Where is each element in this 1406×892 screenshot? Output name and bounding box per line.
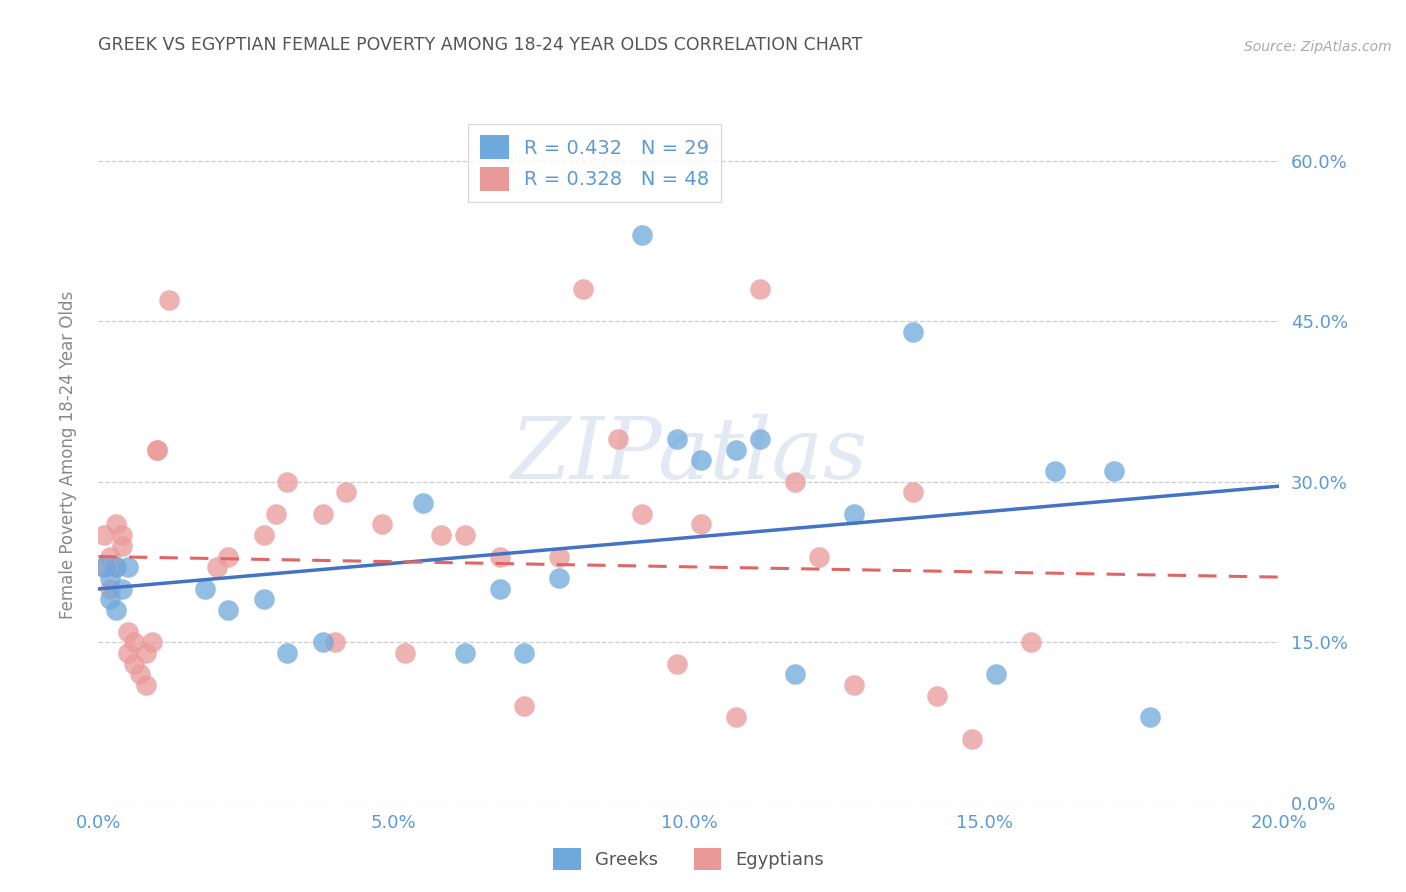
Point	[111, 582, 134, 596]
Point	[335, 485, 357, 500]
Point	[1043, 464, 1066, 478]
Point	[844, 678, 866, 692]
Point	[217, 549, 239, 564]
Point	[903, 325, 925, 339]
Point	[122, 657, 145, 671]
Point	[253, 592, 276, 607]
Point	[785, 667, 807, 681]
Point	[205, 560, 228, 574]
Point	[105, 560, 128, 574]
Point	[607, 432, 630, 446]
Point	[903, 485, 925, 500]
Text: ZIPatlas: ZIPatlas	[510, 414, 868, 496]
Point	[371, 517, 394, 532]
Point	[135, 646, 157, 660]
Point	[984, 667, 1007, 681]
Point	[512, 699, 534, 714]
Point	[571, 282, 593, 296]
Point	[630, 507, 652, 521]
Point	[276, 646, 298, 660]
Point	[748, 432, 770, 446]
Point	[412, 496, 434, 510]
Point	[141, 635, 163, 649]
Point	[630, 228, 652, 243]
Point	[105, 603, 128, 617]
Y-axis label: Female Poverty Among 18-24 Year Olds: Female Poverty Among 18-24 Year Olds	[59, 291, 77, 619]
Point	[312, 635, 335, 649]
Text: Source: ZipAtlas.com: Source: ZipAtlas.com	[1244, 39, 1392, 54]
Point	[98, 592, 121, 607]
Point	[146, 442, 169, 457]
Legend: Greeks, Egyptians: Greeks, Egyptians	[547, 841, 831, 877]
Point	[122, 635, 145, 649]
Point	[962, 731, 984, 746]
Point	[689, 453, 711, 467]
Point	[844, 507, 866, 521]
Point	[146, 442, 169, 457]
Point	[217, 603, 239, 617]
Point	[748, 282, 770, 296]
Point	[93, 560, 115, 574]
Point	[1021, 635, 1043, 649]
Point	[785, 475, 807, 489]
Point	[93, 528, 115, 542]
Point	[548, 571, 571, 585]
Point	[312, 507, 335, 521]
Point	[117, 646, 139, 660]
Point	[548, 549, 571, 564]
Point	[1102, 464, 1125, 478]
Point	[264, 507, 287, 521]
Point	[430, 528, 453, 542]
Point	[394, 646, 416, 660]
Point	[194, 582, 217, 596]
Point	[453, 646, 475, 660]
Point	[105, 517, 128, 532]
Point	[489, 549, 512, 564]
Point	[98, 582, 121, 596]
Point	[135, 678, 157, 692]
Point	[689, 517, 711, 532]
Point	[111, 528, 134, 542]
Point	[105, 560, 128, 574]
Point	[489, 582, 512, 596]
Point	[157, 293, 180, 307]
Text: GREEK VS EGYPTIAN FEMALE POVERTY AMONG 18-24 YEAR OLDS CORRELATION CHART: GREEK VS EGYPTIAN FEMALE POVERTY AMONG 1…	[98, 36, 863, 54]
Point	[323, 635, 346, 649]
Point	[276, 475, 298, 489]
Point	[1139, 710, 1161, 724]
Point	[925, 689, 948, 703]
Point	[725, 442, 748, 457]
Point	[111, 539, 134, 553]
Point	[253, 528, 276, 542]
Point	[512, 646, 534, 660]
Point	[453, 528, 475, 542]
Point	[128, 667, 150, 681]
Point	[98, 549, 121, 564]
Point	[666, 432, 689, 446]
Point	[666, 657, 689, 671]
Point	[725, 710, 748, 724]
Point	[117, 560, 139, 574]
Point	[98, 571, 121, 585]
Point	[807, 549, 830, 564]
Point	[117, 624, 139, 639]
Point	[93, 560, 115, 574]
